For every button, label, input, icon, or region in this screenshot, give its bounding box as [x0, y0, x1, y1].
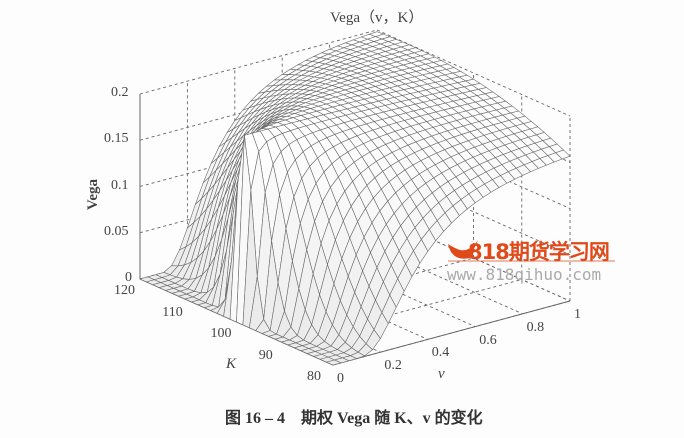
grid-line	[376, 214, 571, 302]
z-tick-label: 0.05	[104, 223, 129, 239]
z-tick-label: 0.2	[111, 85, 129, 100]
watermark-brand: 818期货学习网	[468, 240, 610, 264]
watermark-url: www.818qihuo.com	[447, 265, 602, 284]
k-tick-label: 120	[114, 283, 135, 298]
v-tick-label: 0.6	[479, 332, 497, 348]
k-tick-label: 80	[307, 369, 321, 384]
v-tick-label: 0.2	[384, 358, 402, 374]
v-axis-label: v	[438, 366, 445, 382]
figure-caption: 图 16 – 4 期权 Vega 随 K、v 的变化	[225, 410, 483, 427]
v-tick-label: 0.4	[431, 345, 450, 361]
grid-line	[376, 29, 571, 117]
grid-line	[376, 122, 571, 209]
grid-line	[282, 240, 476, 328]
grid-line	[376, 168, 571, 256]
z-tick-label: 0	[125, 270, 132, 285]
watermark-logo-icon	[448, 240, 478, 259]
z-axis-label: Vega	[85, 178, 102, 211]
surface-mesh-cell	[325, 359, 342, 366]
grid-line	[284, 279, 522, 344]
k-tick-label: 100	[210, 326, 232, 341]
z-tick-label: 0.1	[111, 177, 129, 193]
grid-line	[139, 29, 378, 95]
v-tick-label: 0.8	[526, 319, 545, 335]
grid-line	[234, 252, 428, 340]
v-axis	[332, 300, 571, 366]
k-tick-label: 110	[162, 304, 183, 320]
v-tick-label: 0	[337, 371, 344, 386]
v-tick-label: 1	[574, 307, 581, 322]
k-axis-label: K	[226, 356, 237, 372]
z-tick-label: 0.15	[104, 131, 129, 147]
k-tick-label: 90	[258, 347, 273, 363]
grid-line	[329, 227, 523, 315]
chart-title: Vega（v，K）	[330, 10, 424, 26]
